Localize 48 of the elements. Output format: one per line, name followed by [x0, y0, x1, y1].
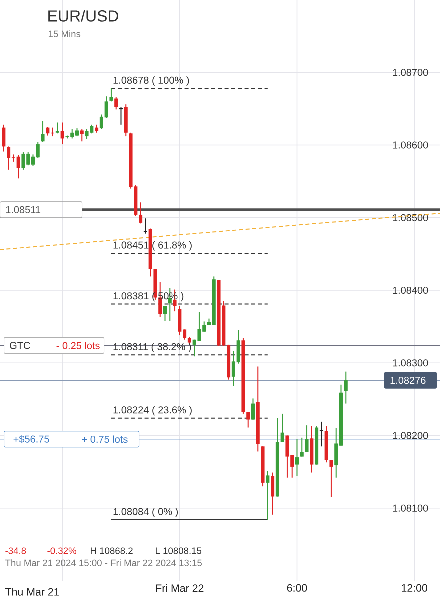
annotation: H 10868.2: [91, 548, 133, 554]
candlestick: [319, 421, 324, 448]
candlestick: [114, 96, 118, 110]
candlestick: [330, 460, 334, 498]
annotation: L 10808.15: [156, 548, 202, 554]
candlestick: [80, 128, 84, 142]
candlestick: [295, 438, 300, 477]
candlestick: [271, 472, 275, 516]
text: 15 Mins: [48, 30, 81, 38]
annotation: 1.08451 ( 61.8% ): [114, 241, 192, 251]
annotation: - 0.25 lots: [56, 342, 100, 350]
y-tick-label: 1.08700: [393, 69, 428, 76]
ref-line-label: 1.08511: [6, 206, 41, 214]
candlestick: [251, 398, 256, 421]
annotation: 1.08224 ( 23.6% ): [114, 406, 192, 416]
y-tick-label: 1.08400: [393, 286, 428, 294]
y-tick-label: 1.08100: [393, 504, 428, 512]
candlestick: [280, 413, 284, 443]
candlestick: [305, 425, 309, 453]
candlestick: [56, 122, 60, 134]
annotation: 1.08678 ( 100% ): [114, 76, 190, 86]
annotation: Thu Mar 21 2024 15:00 - Fri Mar 22 2024 13:15: [5, 560, 202, 566]
annotation: 1.08084 ( 0% ): [114, 508, 178, 518]
x-tick-label: 6:00: [287, 584, 308, 592]
candlestick: [300, 437, 304, 458]
candlestick: [163, 306, 168, 322]
candlestick: [2, 124, 6, 152]
candlestick: [41, 120, 45, 143]
ref-line-label: 1.08276: [390, 377, 426, 384]
annotation: -0.32%: [48, 548, 77, 554]
y-tick-label: 1.08500: [393, 214, 428, 222]
y-tick-label: 1.08600: [393, 142, 428, 149]
annotation: -34.8: [6, 548, 26, 554]
ref-line-label: GTC: [10, 342, 30, 350]
text: Thu Mar 21: [5, 588, 60, 596]
annotation: +$56.75: [14, 435, 50, 444]
annotation: + 0.75 lots: [82, 436, 128, 444]
candlestick: [246, 412, 250, 428]
candlestick: [344, 371, 348, 404]
candlestick: [143, 218, 148, 234]
candlestick: [266, 470, 270, 520]
candlestick: [60, 122, 64, 146]
x-tick-label: Fri Mar 22: [156, 584, 204, 592]
chart-title: EUR/USD: [48, 10, 119, 22]
y-tick-label: 1.08300: [393, 360, 428, 367]
candlestick: [139, 202, 143, 224]
x-tick-label: 12:00: [402, 584, 428, 592]
candlestick: [110, 88, 114, 102]
